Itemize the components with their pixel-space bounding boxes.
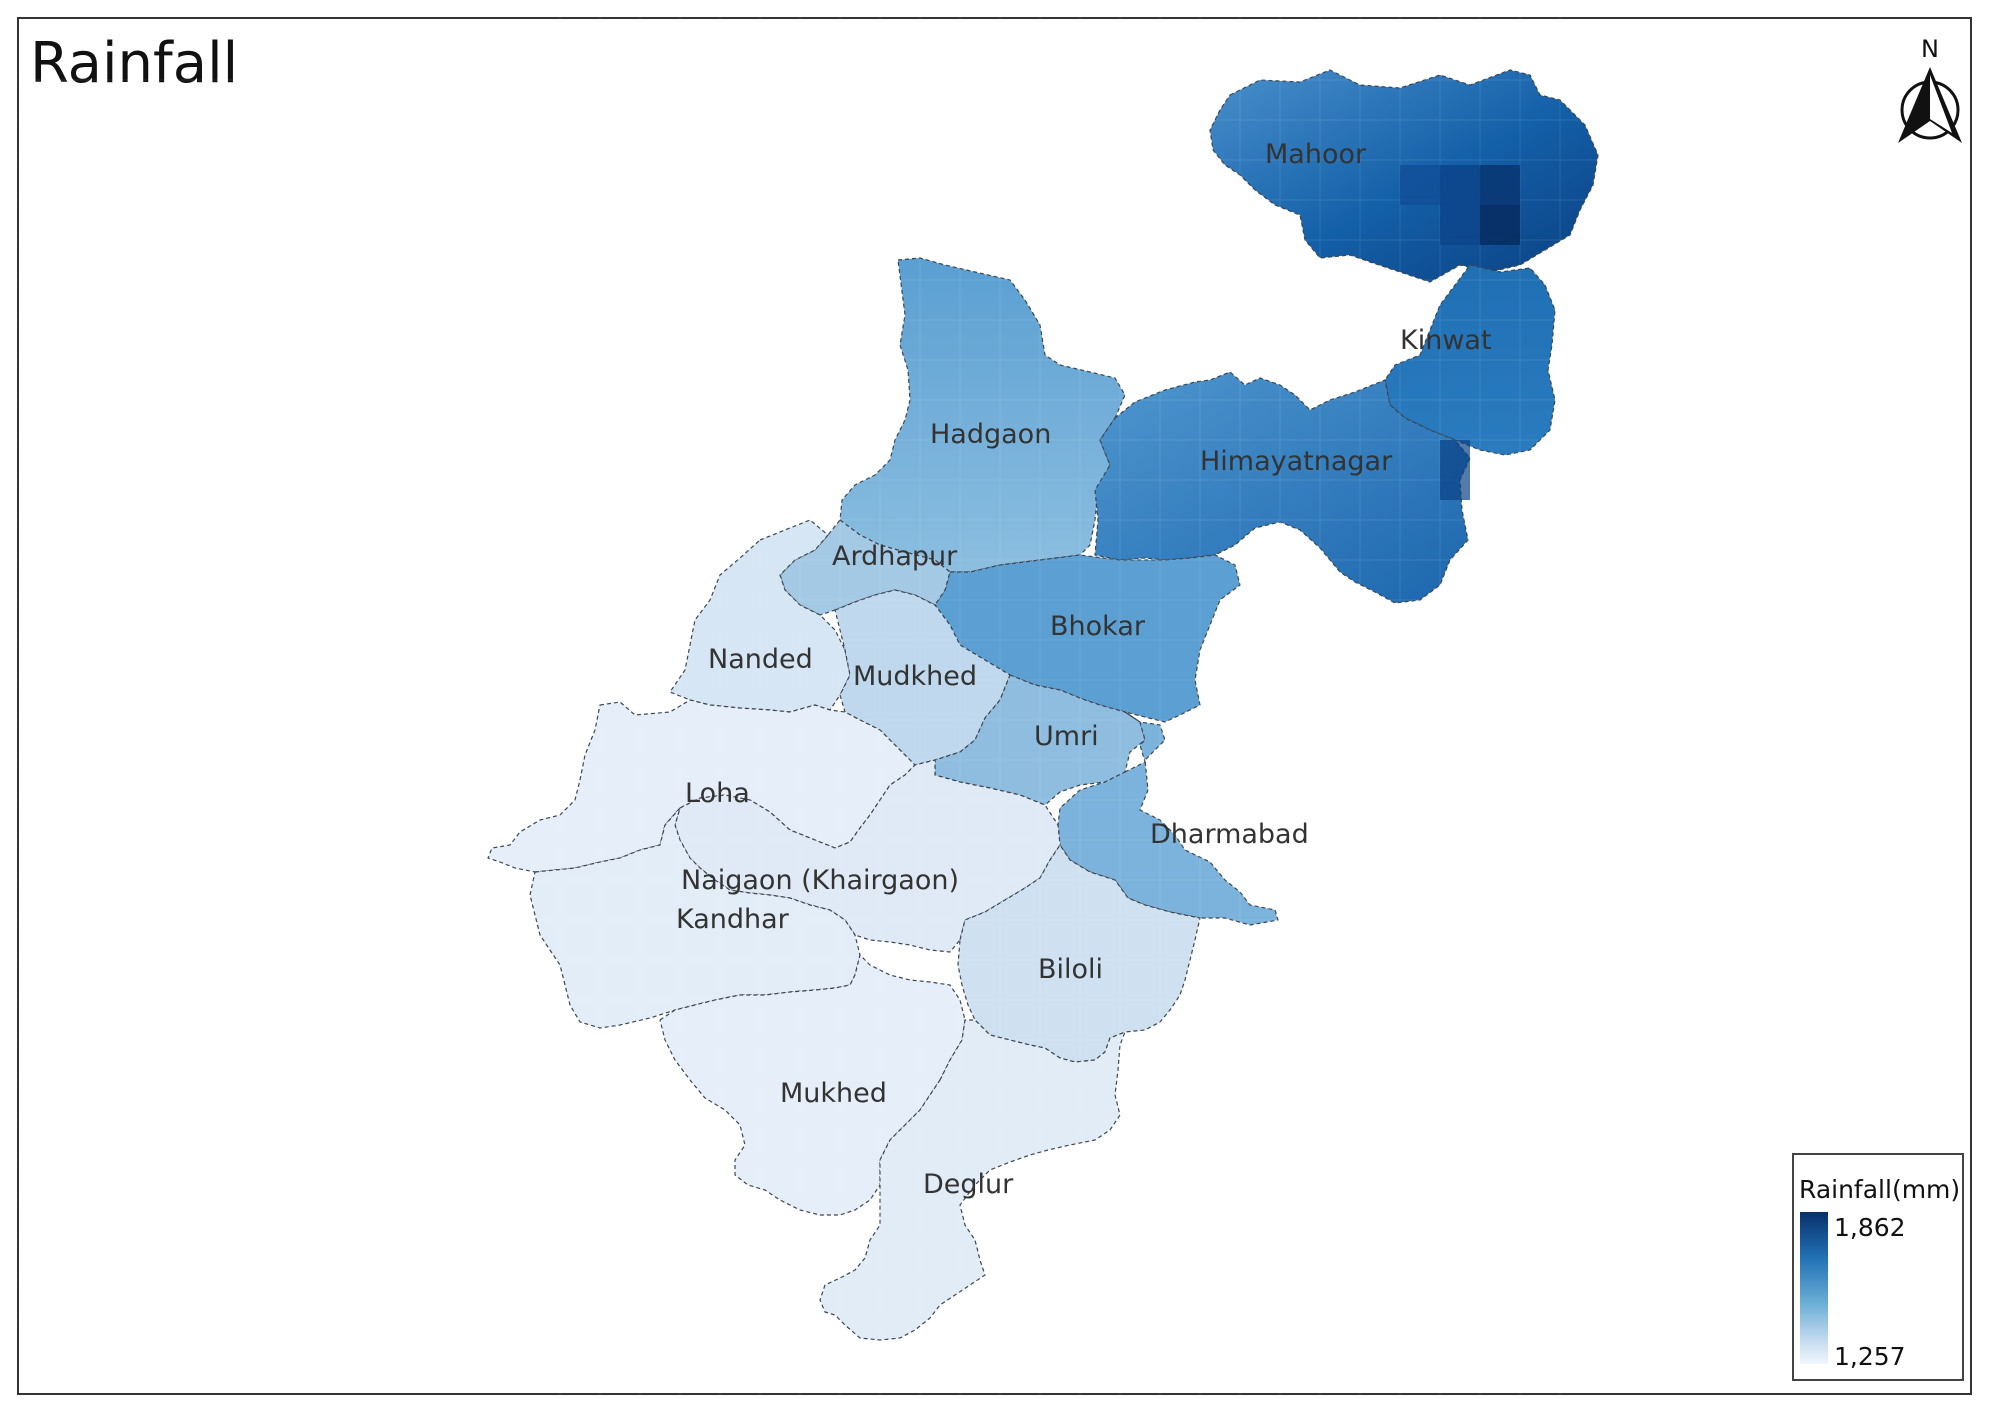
north-arrow-icon: N — [1898, 35, 1962, 143]
legend-title: Rainfall(mm) — [1799, 1175, 1961, 1204]
label-loha: Loha — [685, 778, 750, 809]
label-umri: Umri — [1034, 721, 1099, 752]
region-himayatnagar — [1094, 371, 1471, 604]
region-umri — [934, 674, 1146, 806]
region-dharmabad — [1057, 711, 1279, 926]
label-hadgaon: Hadgaon — [930, 419, 1051, 450]
legend-color-ramp — [1800, 1212, 1828, 1364]
label-kinwat: Kinwat — [1400, 325, 1492, 356]
label-kandhar: Kandhar — [676, 904, 790, 935]
region-naigaon — [674, 759, 1061, 953]
region-kinwat — [1384, 264, 1556, 456]
taluka-labels: Mahoor Kinwat Hadgaon Himayatnagar Ardha… — [676, 139, 1492, 1200]
region-hadgaon — [839, 257, 1126, 573]
map-title: Rainfall — [30, 31, 239, 96]
region-loha — [487, 699, 916, 873]
label-ardhapur: Ardhapur — [832, 541, 958, 572]
region-biloli — [957, 844, 1201, 1063]
label-mukhed: Mukhed — [780, 1078, 887, 1109]
legend-min-value: 1,257 — [1834, 1342, 1906, 1371]
label-biloli: Biloli — [1038, 954, 1103, 985]
region-ardhapur — [779, 519, 951, 616]
legend-max-value: 1,862 — [1834, 1213, 1906, 1242]
label-nanded: Nanded — [708, 644, 813, 675]
label-bhokar: Bhokar — [1050, 611, 1146, 642]
label-deglur: Deglur — [923, 1169, 1014, 1200]
north-label: N — [1921, 35, 1939, 63]
label-himayatnagar: Himayatnagar — [1200, 446, 1393, 477]
label-mahoor: Mahoor — [1265, 139, 1367, 170]
region-deglur — [819, 1019, 1126, 1341]
label-mudkhed: Mudkhed — [853, 661, 977, 692]
legend: Rainfall(mm) 1,862 1,257 — [1792, 1153, 1964, 1381]
label-naigaon: Naigaon (Khairgaon) — [681, 865, 959, 896]
rainfall-hotspots — [1400, 165, 1520, 500]
label-dharmabad: Dharmabad — [1150, 819, 1309, 850]
